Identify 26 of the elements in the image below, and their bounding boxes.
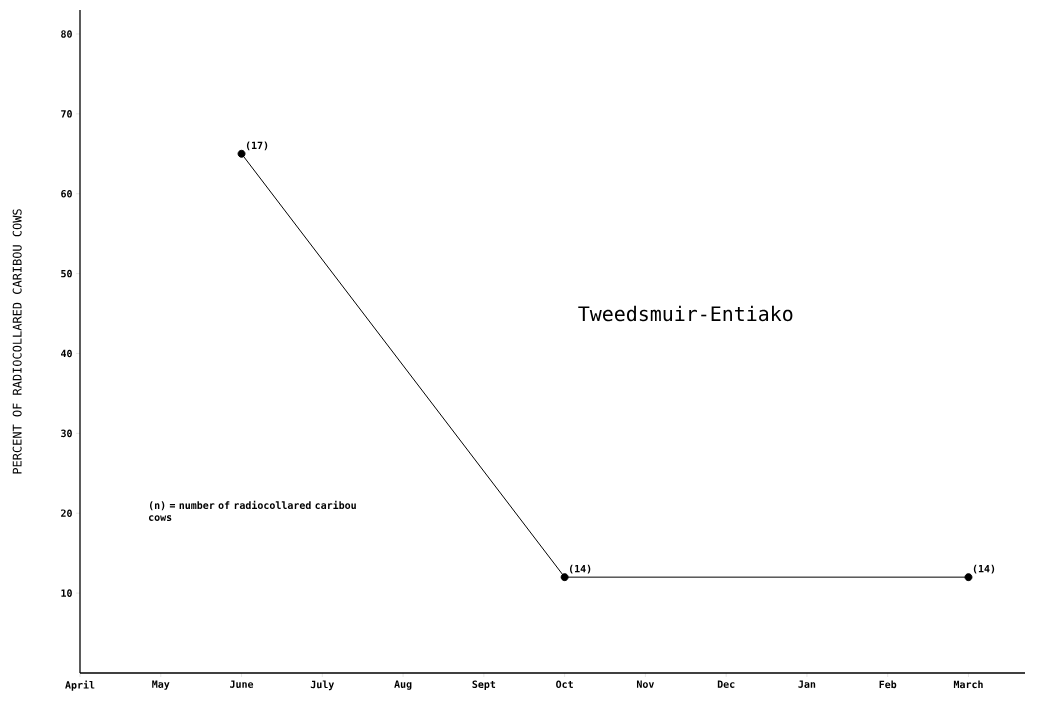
y-tick-label: 70 <box>61 110 72 118</box>
x-tick-label: Dec <box>717 680 735 688</box>
text: Tweedsmuir-Entiako <box>578 305 793 322</box>
annotation: (14) <box>570 564 591 574</box>
y-tick-label: 30 <box>61 429 72 438</box>
y-tick-label: 80 <box>61 30 72 38</box>
x-tick-label: July <box>310 680 335 691</box>
y-tick-label: 10 <box>61 589 72 597</box>
x-tick-label: Aug <box>394 680 412 690</box>
x-tick-label: Feb <box>879 680 897 689</box>
x-tick-label: Nov <box>636 680 654 688</box>
x-tick-label: June <box>230 680 254 688</box>
y-tick-label: 50 <box>61 269 72 278</box>
annotation: (n) = number of radiocollared caribou cows <box>148 500 356 521</box>
x-tick-label: Jan <box>798 680 816 688</box>
y-tick-label: 40 <box>61 349 72 358</box>
annotation: (17) <box>246 141 268 151</box>
annotation: (14) <box>973 564 995 574</box>
x-tick-label: March <box>953 680 983 689</box>
x-tick-label: April <box>65 680 95 691</box>
x-tick-label: Oct <box>556 680 573 689</box>
x-tick-label: May <box>152 680 170 690</box>
y-tick-label: 60 <box>61 189 72 198</box>
y-axis-title: PERCENT OF RADIOCOLLARED CARIBOU COWS <box>12 209 22 474</box>
y-tick-label: 20 <box>61 509 72 518</box>
x-tick-label: Sept <box>472 680 496 690</box>
